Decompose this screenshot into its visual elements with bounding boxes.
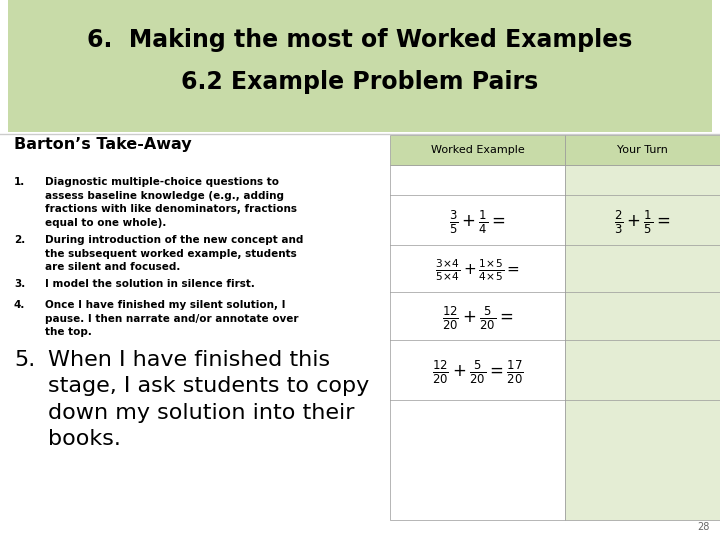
Text: 28: 28 <box>698 522 710 532</box>
Text: $\frac{3}{5} + \frac{1}{4} =$: $\frac{3}{5} + \frac{1}{4} =$ <box>449 208 506 235</box>
Text: 5.: 5. <box>14 350 35 370</box>
Text: 1.: 1. <box>14 177 25 187</box>
Text: Diagnostic multiple-choice questions to
assess baseline knowledge (e.g., adding
: Diagnostic multiple-choice questions to … <box>45 177 297 228</box>
Text: $\frac{2}{3} + \frac{1}{5} =$: $\frac{2}{3} + \frac{1}{5} =$ <box>614 208 671 235</box>
Text: $\frac{12}{20} + \frac{5}{20} =$: $\frac{12}{20} + \frac{5}{20} =$ <box>442 305 513 332</box>
Text: $\frac{12}{20} + \frac{5}{20} = \frac{17}{20}$: $\frac{12}{20} + \frac{5}{20} = \frac{17… <box>432 359 523 386</box>
Text: $\frac{3\!\times\!4}{5\!\times\!4} + \frac{1\!\times\!5}{4\!\times\!5} =$: $\frac{3\!\times\!4}{5\!\times\!4} + \fr… <box>435 257 520 283</box>
FancyBboxPatch shape <box>565 165 720 520</box>
Text: Your Turn: Your Turn <box>617 145 668 155</box>
Text: 4.: 4. <box>14 300 25 310</box>
Text: Barton’s Take-Away: Barton’s Take-Away <box>14 137 192 152</box>
Text: 6.2 Example Problem Pairs: 6.2 Example Problem Pairs <box>181 70 539 94</box>
Text: 6.  Making the most of Worked Examples: 6. Making the most of Worked Examples <box>87 28 633 52</box>
Text: When I have finished this
stage, I ask students to copy
down my solution into th: When I have finished this stage, I ask s… <box>48 350 369 449</box>
Text: 2.: 2. <box>14 235 25 245</box>
FancyBboxPatch shape <box>8 0 712 132</box>
Text: Once I have finished my silent solution, I
pause. I then narrate and/or annotate: Once I have finished my silent solution,… <box>45 300 299 337</box>
Text: Worked Example: Worked Example <box>431 145 524 155</box>
Text: 3.: 3. <box>14 279 25 289</box>
FancyBboxPatch shape <box>390 165 565 520</box>
FancyBboxPatch shape <box>565 135 720 165</box>
Text: During introduction of the new concept and
the subsequent worked example, studen: During introduction of the new concept a… <box>45 235 303 272</box>
FancyBboxPatch shape <box>390 135 565 165</box>
Text: I model the solution in silence first.: I model the solution in silence first. <box>45 279 255 289</box>
